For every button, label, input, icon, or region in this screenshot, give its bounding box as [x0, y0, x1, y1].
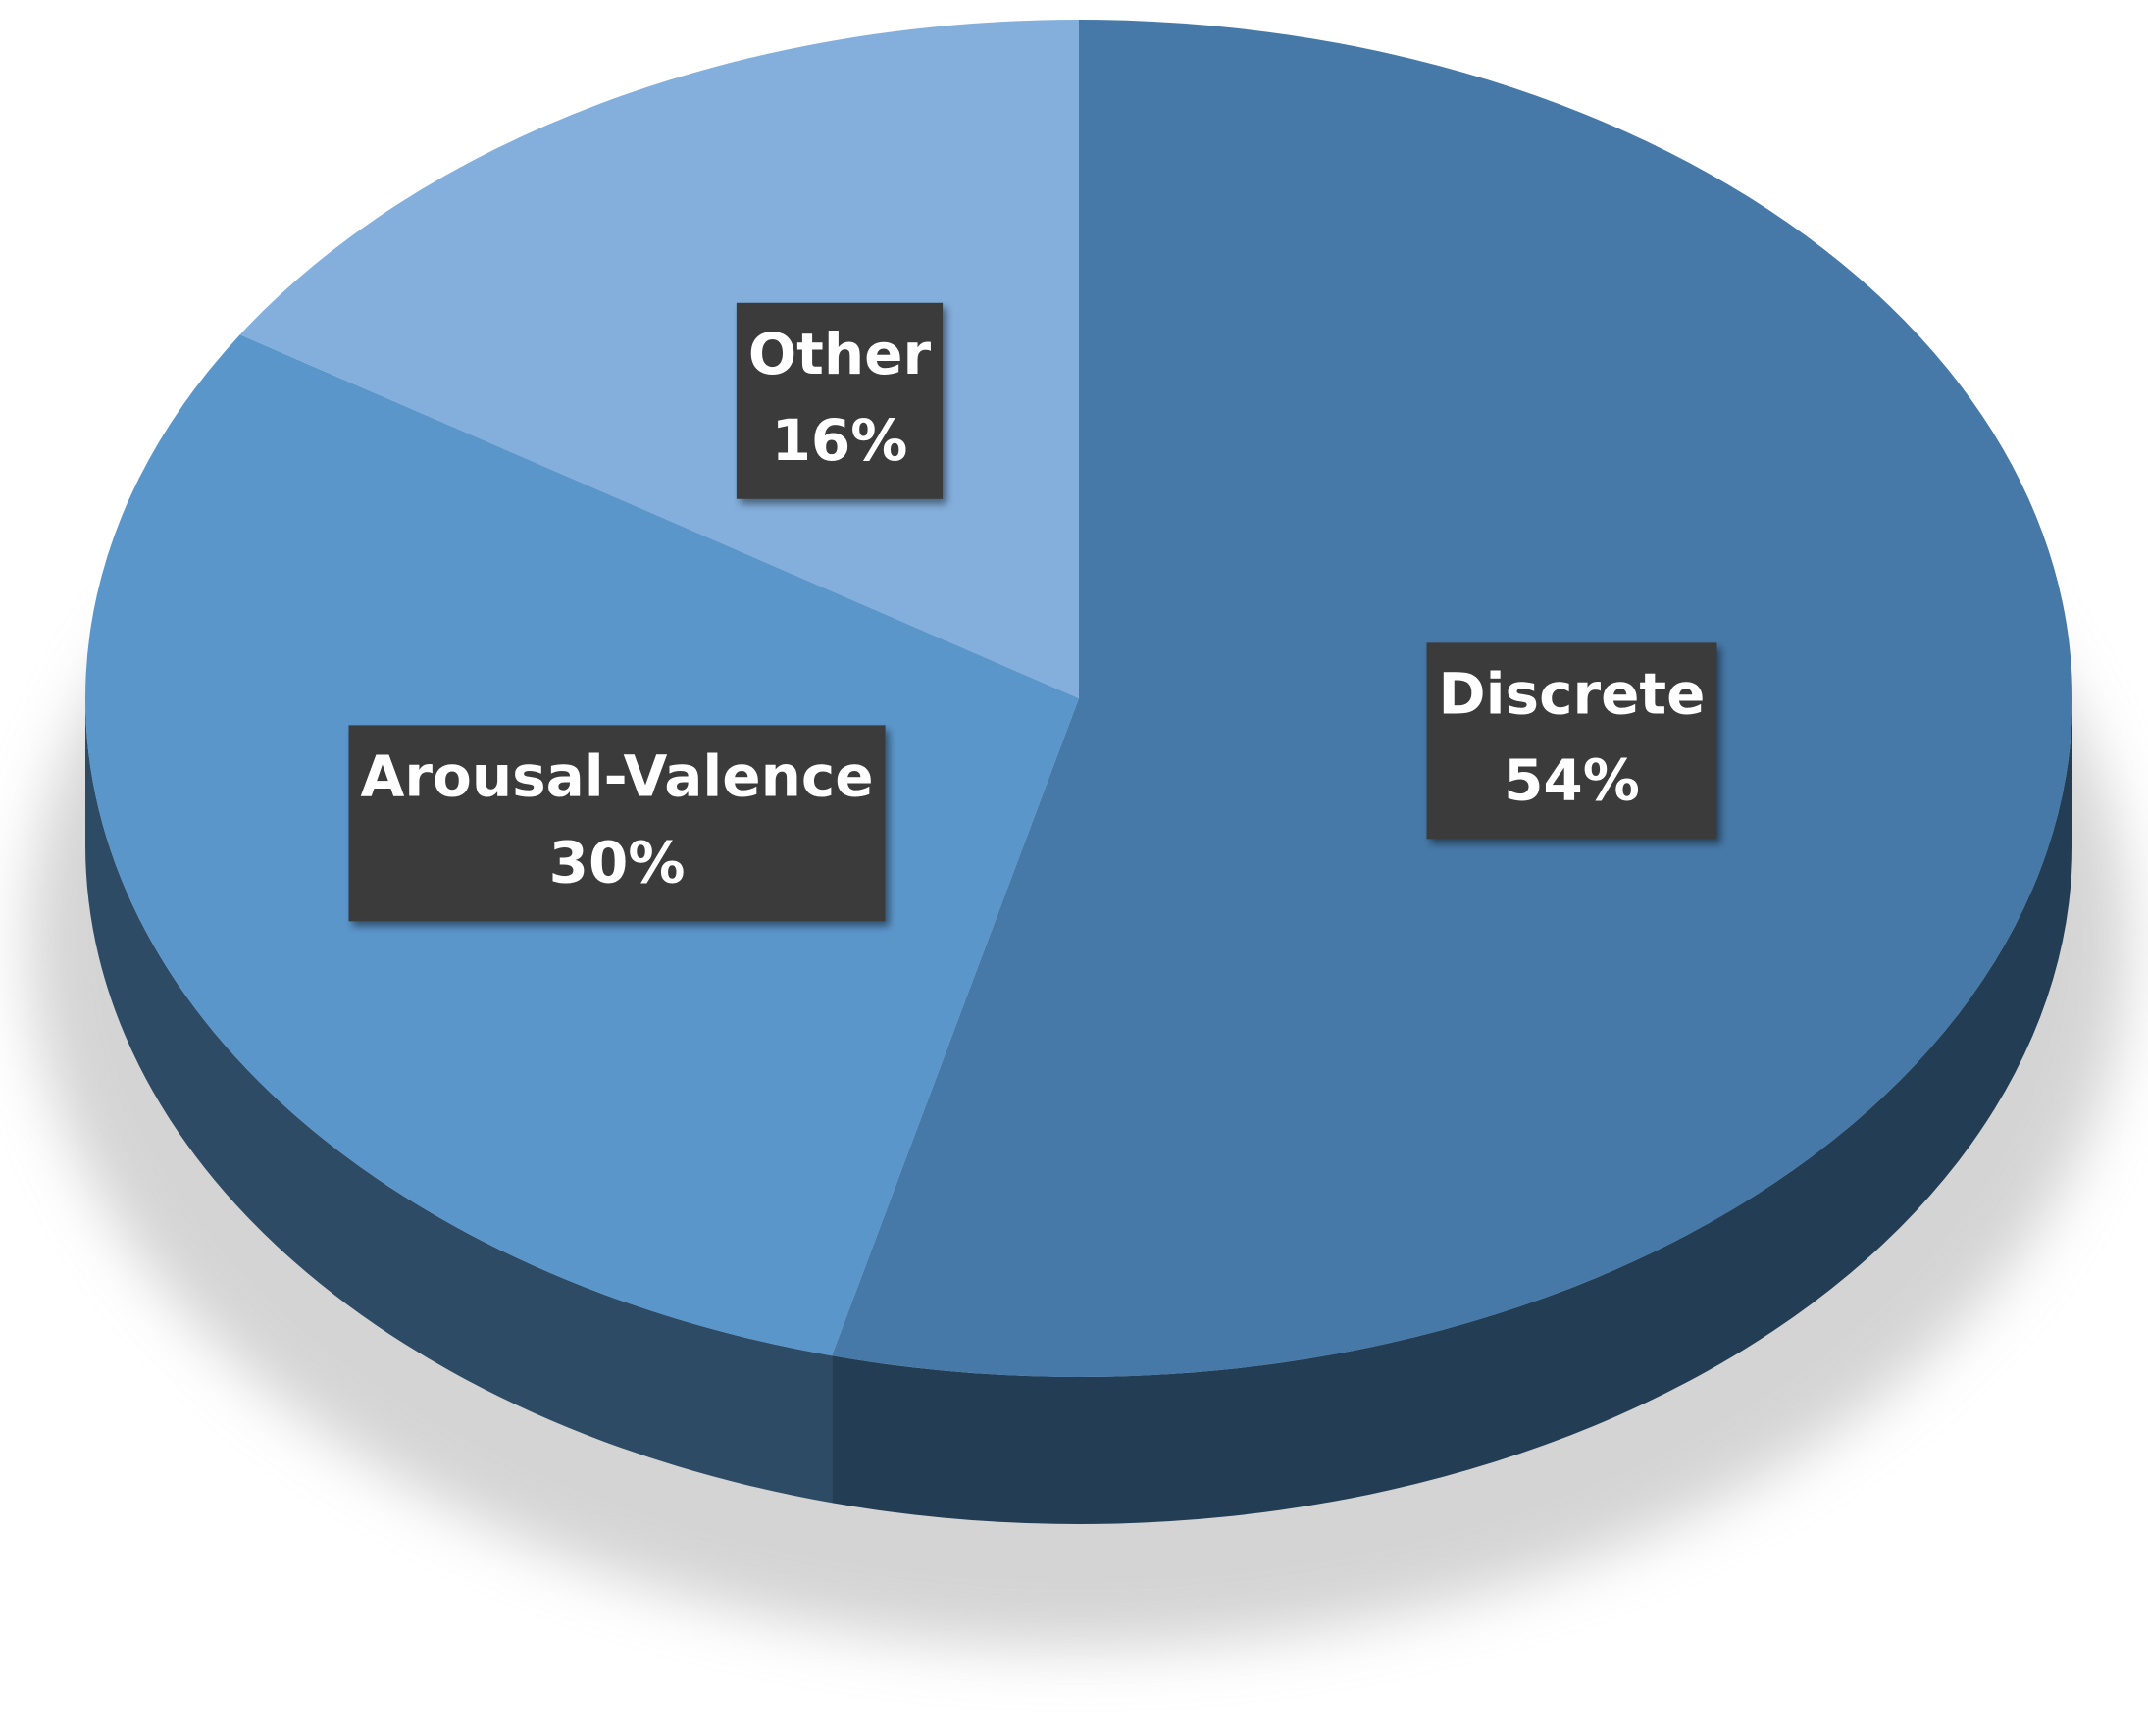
pie-slice — [239, 20, 1080, 698]
label-value: 16% — [772, 407, 908, 474]
label-category: Other — [748, 321, 932, 387]
slice-side — [832, 698, 2072, 1524]
label-value: 30% — [549, 829, 686, 895]
data-label: Other 16% — [736, 302, 944, 499]
label-box — [1426, 642, 1717, 840]
pie-sides — [85, 698, 2072, 1524]
pie-tops — [84, 20, 2073, 1377]
label-box — [348, 725, 886, 922]
label-category: Discrete — [1439, 660, 1706, 727]
label-category: Arousal-Valence — [361, 742, 874, 809]
data-labels: Discrete 54% Arousal-Valence 30% Other 16% — [348, 302, 1717, 922]
data-label: Arousal-Valence 30% — [348, 725, 886, 922]
label-box — [736, 302, 944, 499]
data-label: Discrete 54% — [1426, 642, 1717, 840]
label-value: 54% — [1504, 746, 1640, 813]
slice-side — [85, 698, 833, 1504]
